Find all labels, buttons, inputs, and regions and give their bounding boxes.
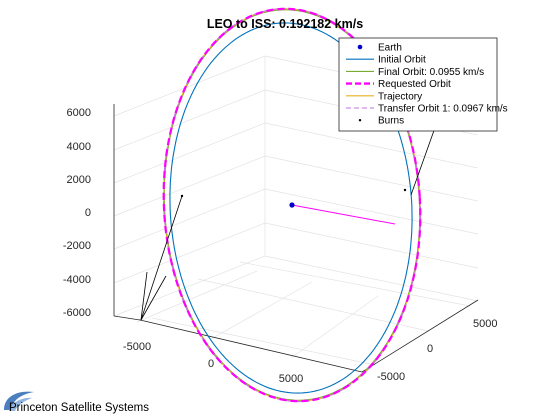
z-tick-label: -2000 — [63, 240, 91, 252]
legend-label: Burns — [378, 116, 404, 127]
burn-vector — [140, 195, 183, 321]
axes-panes — [140, 255, 478, 372]
legend-swatch-icon — [357, 44, 363, 50]
z-tick-label: -6000 — [63, 307, 91, 319]
z-tick-label: 2000 — [67, 174, 91, 186]
logo-swoosh-icon — [9, 397, 32, 411]
legend-entry: Final Orbit: 0.0955 km/s — [346, 67, 484, 78]
legend-entry: Earth — [357, 43, 402, 54]
grid-line — [113, 89, 266, 151]
grid-line — [151, 317, 376, 366]
earth-marker — [289, 202, 295, 208]
x-tick-label: 0 — [208, 358, 214, 370]
logo: Princeton Satellite Systems — [4, 391, 149, 414]
legend-label: Requested Orbit — [378, 79, 451, 90]
x-tick-label: 5000 — [279, 373, 303, 385]
z-tick-label: -4000 — [63, 274, 91, 286]
z-tick-label: 0 — [85, 207, 91, 219]
y-tick-label: -5000 — [377, 371, 405, 383]
grid-line — [210, 281, 313, 340]
axes-box — [113, 104, 479, 373]
z-tick-label: 6000 — [67, 107, 91, 119]
x-tick-label: -5000 — [123, 341, 151, 353]
grid-line — [264, 255, 479, 302]
grid-line — [113, 255, 266, 317]
grid-line — [264, 122, 479, 169]
grid-line — [113, 222, 266, 284]
grid-line — [113, 55, 266, 117]
legend-label: Initial Orbit — [378, 55, 426, 66]
grid-line — [264, 222, 479, 269]
box-edge — [113, 315, 141, 321]
grid-line — [136, 270, 258, 323]
legend-entry: Trajectory — [346, 91, 422, 102]
z-tick-label: 4000 — [67, 141, 91, 153]
y-axis-ticks: 5000 0 -5000 — [377, 318, 497, 383]
trajectory-extras — [140, 121, 438, 321]
legend-swatch-icon — [358, 119, 362, 122]
y-tick-label: 5000 — [473, 318, 497, 330]
grid-line — [264, 155, 479, 202]
x-axis-ticks: -5000 0 5000 — [123, 341, 303, 385]
legend-entry: Transfer Orbit 1: 0.0967 km/s — [346, 104, 508, 115]
legend-label: Transfer Orbit 1: 0.0967 km/s — [378, 104, 508, 115]
y-tick-label: 0 — [427, 343, 433, 355]
floor-pane — [140, 255, 478, 372]
transfer-orbit-line — [162, 7, 422, 403]
legend-entry: Burns — [358, 116, 404, 127]
legend-entry: Requested Orbit — [346, 79, 451, 90]
burn-vector — [410, 121, 438, 196]
legend-label: Trajectory — [378, 91, 422, 102]
burn-vector — [140, 275, 167, 321]
grid-line — [113, 155, 266, 217]
z-axis-ticks: 6000 4000 2000 0 -2000 -4000 -6000 — [63, 107, 91, 319]
logo-text: Princeton Satellite Systems — [9, 402, 149, 414]
legend-label: Earth — [378, 43, 402, 54]
grid-line — [113, 188, 266, 250]
chart-title: LEO to ISS: 0.192182 km/s — [207, 17, 363, 31]
legend-entry: Initial Orbit — [346, 55, 426, 66]
grid-line — [239, 261, 471, 307]
grid-line — [290, 295, 379, 359]
earth-radius-line — [291, 204, 396, 225]
burn-point — [180, 194, 184, 198]
burn-vector — [140, 271, 148, 321]
final-orbit-line — [163, 9, 421, 401]
box-edge — [361, 299, 479, 373]
grid-line — [264, 188, 479, 235]
grid-line — [113, 122, 266, 184]
logo-swoosh-icon — [4, 391, 34, 410]
burn-point — [403, 188, 407, 192]
legend-label: Final Orbit: 0.0955 km/s — [378, 67, 484, 78]
box-edge — [139, 319, 363, 373]
